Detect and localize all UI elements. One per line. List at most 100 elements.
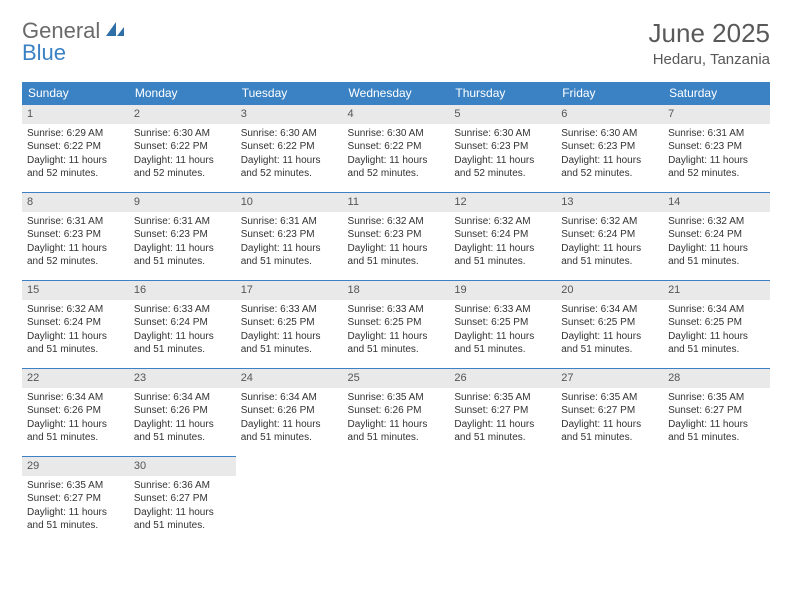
daylight-text: Daylight: 11 hours and 51 minutes. bbox=[668, 242, 765, 269]
day-body: Sunrise: 6:30 AMSunset: 6:23 PMDaylight:… bbox=[556, 124, 663, 187]
calendar-header-row: Sunday Monday Tuesday Wednesday Thursday… bbox=[22, 82, 770, 104]
day-body: Sunrise: 6:32 AMSunset: 6:23 PMDaylight:… bbox=[343, 212, 450, 275]
sunrise-text: Sunrise: 6:30 AM bbox=[241, 127, 338, 141]
calendar-row: 22Sunrise: 6:34 AMSunset: 6:26 PMDayligh… bbox=[22, 368, 770, 456]
sunset-text: Sunset: 6:25 PM bbox=[454, 316, 551, 330]
day-number: 17 bbox=[236, 280, 343, 300]
daylight-text: Daylight: 11 hours and 51 minutes. bbox=[27, 330, 124, 357]
daylight-text: Daylight: 11 hours and 52 minutes. bbox=[241, 154, 338, 181]
day-body: Sunrise: 6:35 AMSunset: 6:27 PMDaylight:… bbox=[22, 476, 129, 539]
day-body: Sunrise: 6:29 AMSunset: 6:22 PMDaylight:… bbox=[22, 124, 129, 187]
sunrise-text: Sunrise: 6:33 AM bbox=[241, 303, 338, 317]
calendar-cell: 21Sunrise: 6:34 AMSunset: 6:25 PMDayligh… bbox=[663, 280, 770, 368]
day-body: Sunrise: 6:30 AMSunset: 6:22 PMDaylight:… bbox=[343, 124, 450, 187]
sunrise-text: Sunrise: 6:35 AM bbox=[348, 391, 445, 405]
daylight-text: Daylight: 11 hours and 51 minutes. bbox=[134, 418, 231, 445]
day-number: 10 bbox=[236, 192, 343, 212]
day-number: 29 bbox=[22, 456, 129, 476]
daylight-text: Daylight: 11 hours and 51 minutes. bbox=[27, 418, 124, 445]
daylight-text: Daylight: 11 hours and 52 minutes. bbox=[348, 154, 445, 181]
sunset-text: Sunset: 6:23 PM bbox=[241, 228, 338, 242]
day-number: 3 bbox=[236, 104, 343, 124]
calendar-cell bbox=[236, 456, 343, 544]
day-number: 9 bbox=[129, 192, 236, 212]
sunset-text: Sunset: 6:27 PM bbox=[27, 492, 124, 506]
sunset-text: Sunset: 6:23 PM bbox=[561, 140, 658, 154]
sunrise-text: Sunrise: 6:30 AM bbox=[134, 127, 231, 141]
sunrise-text: Sunrise: 6:35 AM bbox=[454, 391, 551, 405]
weekday-header: Sunday bbox=[22, 82, 129, 104]
calendar-cell: 8Sunrise: 6:31 AMSunset: 6:23 PMDaylight… bbox=[22, 192, 129, 280]
day-body: Sunrise: 6:31 AMSunset: 6:23 PMDaylight:… bbox=[663, 124, 770, 187]
sunset-text: Sunset: 6:23 PM bbox=[134, 228, 231, 242]
weekday-header: Saturday bbox=[663, 82, 770, 104]
sunrise-text: Sunrise: 6:32 AM bbox=[454, 215, 551, 229]
weekday-header: Wednesday bbox=[343, 82, 450, 104]
day-body: Sunrise: 6:36 AMSunset: 6:27 PMDaylight:… bbox=[129, 476, 236, 539]
sunset-text: Sunset: 6:26 PM bbox=[27, 404, 124, 418]
title-block: June 2025 Hedaru, Tanzania bbox=[649, 18, 770, 68]
day-number: 30 bbox=[129, 456, 236, 476]
daylight-text: Daylight: 11 hours and 51 minutes. bbox=[561, 330, 658, 357]
daylight-text: Daylight: 11 hours and 52 minutes. bbox=[454, 154, 551, 181]
sunset-text: Sunset: 6:25 PM bbox=[668, 316, 765, 330]
day-number: 25 bbox=[343, 368, 450, 388]
daylight-text: Daylight: 11 hours and 51 minutes. bbox=[241, 418, 338, 445]
day-number: 12 bbox=[449, 192, 556, 212]
calendar-cell: 3 Sunrise: 6:30 AMSunset: 6:22 PMDaylight… bbox=[236, 104, 343, 192]
daylight-text: Daylight: 11 hours and 51 minutes. bbox=[561, 242, 658, 269]
day-body: Sunrise: 6:35 AMSunset: 6:27 PMDaylight:… bbox=[556, 388, 663, 451]
day-number: 16 bbox=[129, 280, 236, 300]
daylight-text: Daylight: 11 hours and 51 minutes. bbox=[134, 330, 231, 357]
sunset-text: Sunset: 6:27 PM bbox=[668, 404, 765, 418]
logo-sail-icon bbox=[104, 18, 126, 44]
sunset-text: Sunset: 6:24 PM bbox=[454, 228, 551, 242]
calendar-cell: 20Sunrise: 6:34 AMSunset: 6:25 PMDayligh… bbox=[556, 280, 663, 368]
calendar-cell: 11Sunrise: 6:32 AMSunset: 6:23 PMDayligh… bbox=[343, 192, 450, 280]
sunrise-text: Sunrise: 6:35 AM bbox=[27, 479, 124, 493]
day-body: Sunrise: 6:31 AMSunset: 6:23 PMDaylight:… bbox=[236, 212, 343, 275]
calendar-cell: 30Sunrise: 6:36 AMSunset: 6:27 PMDayligh… bbox=[129, 456, 236, 544]
sunrise-text: Sunrise: 6:35 AM bbox=[668, 391, 765, 405]
daylight-text: Daylight: 11 hours and 51 minutes. bbox=[454, 242, 551, 269]
day-number: 28 bbox=[663, 368, 770, 388]
day-number: 20 bbox=[556, 280, 663, 300]
sunrise-text: Sunrise: 6:33 AM bbox=[454, 303, 551, 317]
calendar-cell: 13Sunrise: 6:32 AMSunset: 6:24 PMDayligh… bbox=[556, 192, 663, 280]
sunrise-text: Sunrise: 6:34 AM bbox=[241, 391, 338, 405]
sunset-text: Sunset: 6:22 PM bbox=[241, 140, 338, 154]
daylight-text: Daylight: 11 hours and 52 minutes. bbox=[668, 154, 765, 181]
day-body: Sunrise: 6:34 AMSunset: 6:25 PMDaylight:… bbox=[556, 300, 663, 363]
daylight-text: Daylight: 11 hours and 52 minutes. bbox=[27, 154, 124, 181]
weekday-header: Thursday bbox=[449, 82, 556, 104]
sunset-text: Sunset: 6:23 PM bbox=[348, 228, 445, 242]
day-body: Sunrise: 6:35 AMSunset: 6:26 PMDaylight:… bbox=[343, 388, 450, 451]
calendar-cell: 27Sunrise: 6:35 AMSunset: 6:27 PMDayligh… bbox=[556, 368, 663, 456]
logo-text-blue: Blue bbox=[22, 40, 66, 66]
day-body: Sunrise: 6:32 AMSunset: 6:24 PMDaylight:… bbox=[556, 212, 663, 275]
calendar-cell bbox=[343, 456, 450, 544]
calendar-cell: 17Sunrise: 6:33 AMSunset: 6:25 PMDayligh… bbox=[236, 280, 343, 368]
calendar-cell: 6Sunrise: 6:30 AMSunset: 6:23 PMDaylight… bbox=[556, 104, 663, 192]
day-number: 6 bbox=[556, 104, 663, 124]
calendar-cell: 1Sunrise: 6:29 AMSunset: 6:22 PMDaylight… bbox=[22, 104, 129, 192]
calendar-cell: 7Sunrise: 6:31 AMSunset: 6:23 PMDaylight… bbox=[663, 104, 770, 192]
location: Hedaru, Tanzania bbox=[649, 51, 770, 68]
calendar-cell: 28Sunrise: 6:35 AMSunset: 6:27 PMDayligh… bbox=[663, 368, 770, 456]
day-number: 11 bbox=[343, 192, 450, 212]
sunset-text: Sunset: 6:24 PM bbox=[27, 316, 124, 330]
day-body: Sunrise: 6:33 AMSunset: 6:25 PMDaylight:… bbox=[343, 300, 450, 363]
sunset-text: Sunset: 6:27 PM bbox=[454, 404, 551, 418]
sunset-text: Sunset: 6:22 PM bbox=[134, 140, 231, 154]
sunrise-text: Sunrise: 6:35 AM bbox=[561, 391, 658, 405]
day-body: Sunrise: 6:35 AMSunset: 6:27 PMDaylight:… bbox=[449, 388, 556, 451]
day-number: 1 bbox=[22, 104, 129, 124]
calendar-cell bbox=[663, 456, 770, 544]
sunrise-text: Sunrise: 6:34 AM bbox=[668, 303, 765, 317]
calendar-row: 1Sunrise: 6:29 AMSunset: 6:22 PMDaylight… bbox=[22, 104, 770, 192]
sunset-text: Sunset: 6:24 PM bbox=[561, 228, 658, 242]
sunset-text: Sunset: 6:27 PM bbox=[561, 404, 658, 418]
day-body: Sunrise: 6:31 AMSunset: 6:23 PMDaylight:… bbox=[22, 212, 129, 275]
daylight-text: Daylight: 11 hours and 51 minutes. bbox=[561, 418, 658, 445]
sunset-text: Sunset: 6:25 PM bbox=[241, 316, 338, 330]
